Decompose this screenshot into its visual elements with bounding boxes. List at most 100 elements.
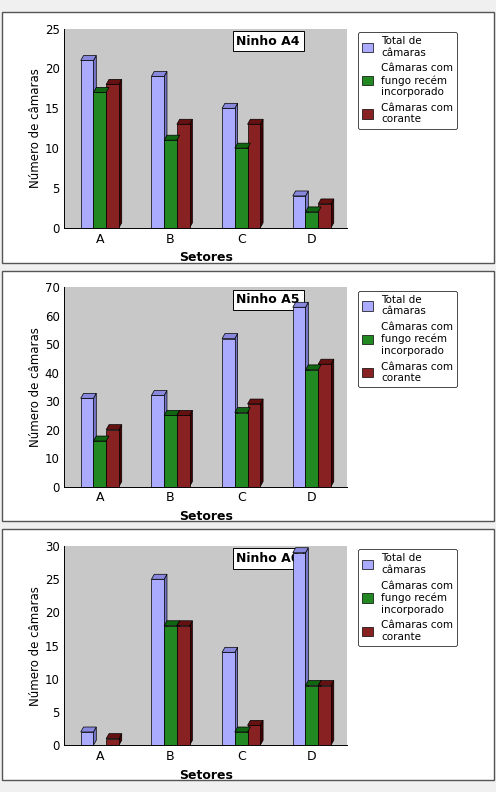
Polygon shape [260,399,263,486]
X-axis label: Setores: Setores [179,510,233,523]
Polygon shape [164,135,180,140]
Polygon shape [151,77,164,228]
Polygon shape [318,204,331,228]
Polygon shape [177,621,192,626]
Polygon shape [106,79,122,85]
Polygon shape [306,191,309,228]
Polygon shape [306,212,318,228]
Polygon shape [164,574,167,745]
Polygon shape [106,733,122,739]
Polygon shape [81,727,96,732]
Polygon shape [106,429,119,486]
Polygon shape [177,626,189,745]
Polygon shape [235,408,250,413]
Polygon shape [248,721,263,725]
Polygon shape [177,621,180,745]
Polygon shape [331,680,334,745]
Y-axis label: Número de câmaras: Número de câmaras [29,68,42,188]
Polygon shape [189,120,192,228]
Polygon shape [177,410,192,415]
Polygon shape [164,621,180,626]
Polygon shape [106,739,119,745]
Polygon shape [222,103,238,109]
Polygon shape [248,399,263,404]
Polygon shape [222,647,238,653]
Polygon shape [260,120,263,228]
Polygon shape [235,413,248,486]
Polygon shape [189,621,192,745]
Polygon shape [177,124,189,228]
Polygon shape [177,415,189,486]
Polygon shape [151,395,164,486]
Polygon shape [106,436,109,486]
Polygon shape [222,333,238,338]
Polygon shape [151,579,164,745]
Polygon shape [235,732,248,745]
Polygon shape [119,79,122,228]
Polygon shape [331,360,334,486]
Polygon shape [177,410,180,486]
Polygon shape [248,120,263,124]
Polygon shape [293,307,306,486]
Polygon shape [248,408,250,486]
Polygon shape [235,333,238,486]
Polygon shape [293,196,306,228]
Polygon shape [248,143,250,228]
X-axis label: Setores: Setores [179,251,233,265]
Legend: Total de
câmaras, Câmaras com
fungo recém
incorporado, Câmaras com
corante: Total de câmaras, Câmaras com fungo recé… [358,550,457,646]
Polygon shape [93,394,96,486]
Polygon shape [222,653,235,745]
Polygon shape [248,725,260,745]
X-axis label: Setores: Setores [179,769,233,782]
Legend: Total de
câmaras, Câmaras com
fungo recém
incorporado, Câmaras com
corante: Total de câmaras, Câmaras com fungo recé… [358,32,457,128]
Polygon shape [93,93,106,228]
Polygon shape [222,338,235,486]
Polygon shape [119,425,122,486]
Polygon shape [318,199,334,204]
Polygon shape [248,727,250,745]
Polygon shape [93,441,106,486]
Polygon shape [177,135,180,228]
Polygon shape [331,199,334,228]
Polygon shape [93,87,109,93]
Polygon shape [164,410,180,415]
Polygon shape [306,365,321,370]
Polygon shape [235,647,238,745]
Polygon shape [306,370,318,486]
Polygon shape [306,303,309,486]
Legend: Total de
câmaras, Câmaras com
fungo recém
incorporado, Câmaras com
corante: Total de câmaras, Câmaras com fungo recé… [358,291,457,387]
Polygon shape [164,415,177,486]
Polygon shape [177,120,192,124]
Polygon shape [81,398,93,486]
Polygon shape [248,404,260,486]
Polygon shape [293,553,306,745]
Polygon shape [93,55,96,228]
Polygon shape [81,60,93,228]
Polygon shape [318,364,331,486]
Polygon shape [306,680,321,686]
Polygon shape [248,124,260,228]
Polygon shape [164,71,167,228]
Polygon shape [106,87,109,228]
Polygon shape [318,365,321,486]
Polygon shape [151,390,167,395]
Polygon shape [151,574,167,579]
Polygon shape [106,85,119,228]
Text: Ninho A4: Ninho A4 [236,35,300,48]
Polygon shape [306,548,309,745]
Polygon shape [106,425,122,429]
Polygon shape [235,143,250,148]
Polygon shape [151,71,167,77]
Y-axis label: Número de câmaras: Número de câmaras [29,327,42,447]
Polygon shape [318,680,334,686]
Polygon shape [164,626,177,745]
Polygon shape [81,55,96,60]
Y-axis label: Número de câmaras: Número de câmaras [29,586,42,706]
Polygon shape [81,732,93,745]
Polygon shape [93,727,96,745]
Polygon shape [222,109,235,228]
Text: Ninho A5: Ninho A5 [236,293,300,307]
Polygon shape [293,191,309,196]
Polygon shape [164,390,167,486]
Polygon shape [93,436,109,441]
